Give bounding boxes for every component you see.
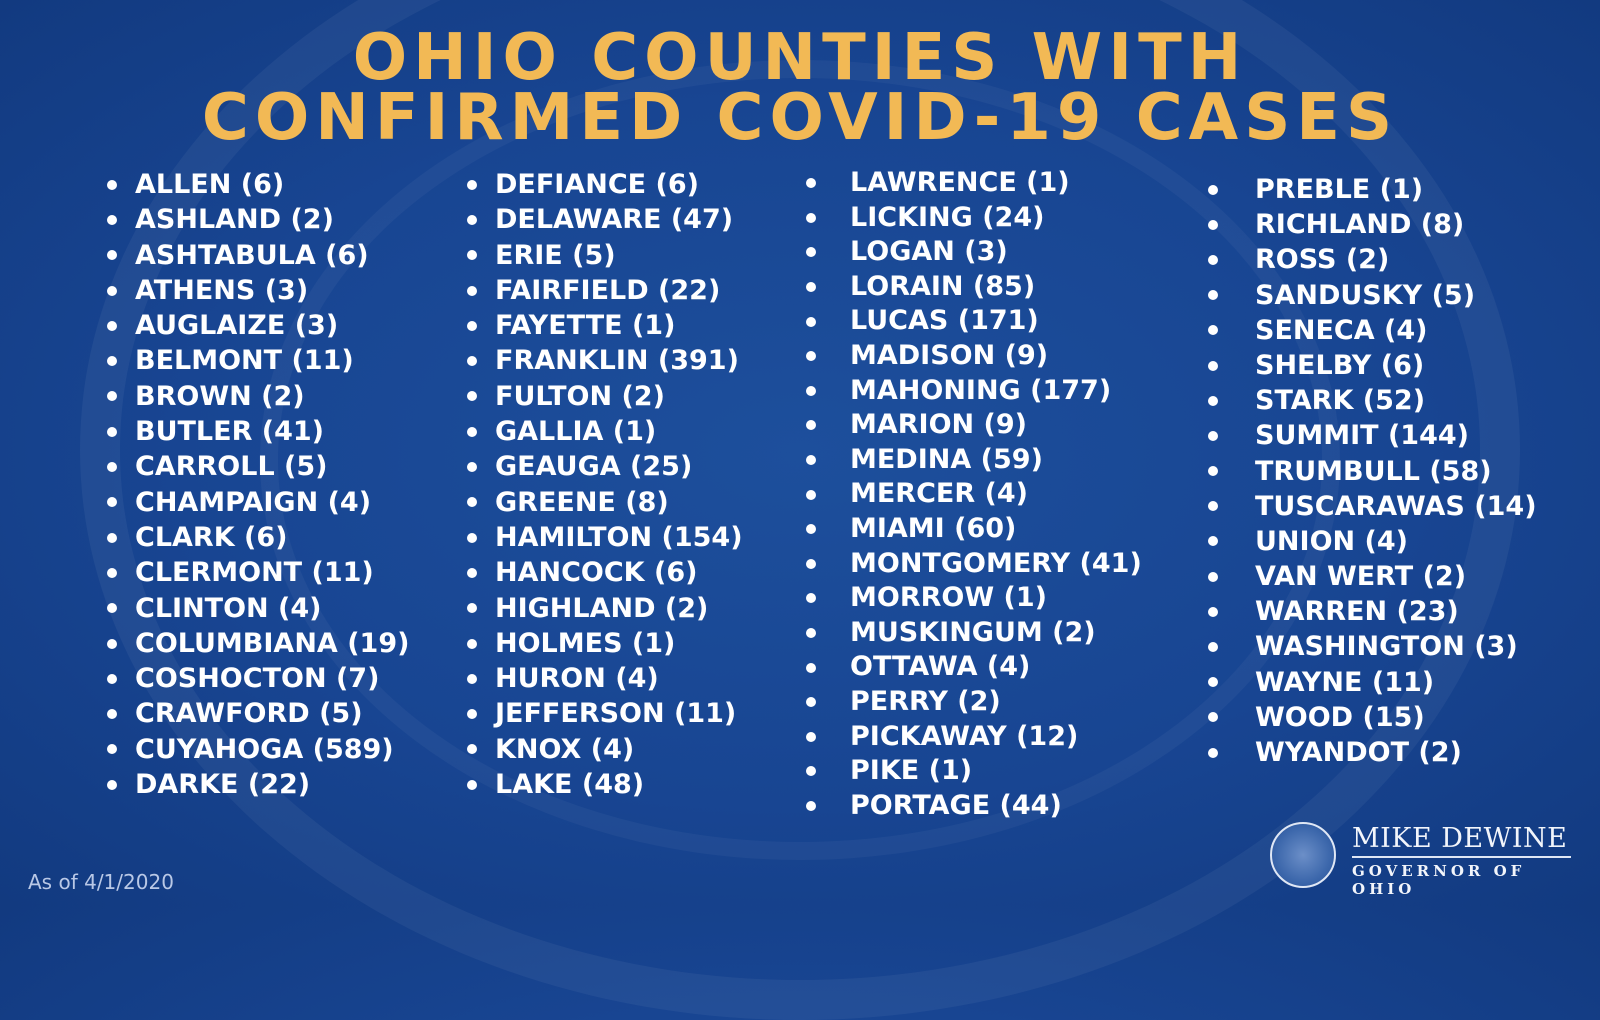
county-list-item: WARREN (23): [1208, 594, 1537, 629]
county-list-item: MIAMI (60): [806, 512, 1142, 547]
county-list-item: AUGLAIZE (3): [107, 308, 409, 343]
county-list-item: BROWN (2): [107, 379, 409, 414]
county-list-item: BELMONT (11): [107, 343, 409, 378]
county-list-item: KNOX (4): [467, 732, 743, 767]
county-list-item: LUCAS (171): [806, 304, 1142, 339]
county-list-item: ASHLAND (2): [107, 202, 409, 237]
county-list-item: SANDUSKY (5): [1208, 278, 1537, 313]
county-list-item: FAIRFIELD (22): [467, 273, 743, 308]
county-list-item: MONTGOMERY (41): [806, 547, 1142, 582]
county-list-item: PORTAGE (44): [806, 789, 1142, 824]
title-line-1: OHIO COUNTIES WITH: [352, 21, 1248, 95]
county-list-item: OTTAWA (4): [806, 650, 1142, 685]
county-list-item: MORROW (1): [806, 581, 1142, 616]
county-list-item: MEDINA (59): [806, 443, 1142, 478]
county-list-column-3: LAWRENCE (1) LICKING (24) LOGAN (3) LORAIN …: [806, 166, 1142, 823]
county-list-item: VAN WERT (2): [1208, 559, 1537, 594]
county-list-item: PIKE (1): [806, 754, 1142, 789]
county-list-item: SENECA (4): [1208, 313, 1537, 348]
county-list-item: HURON (4): [467, 661, 743, 696]
county-list-item: ATHENS (3): [107, 273, 409, 308]
county-list-item: TUSCARAWAS (14): [1208, 489, 1537, 524]
county-list-item: CLINTON (4): [107, 591, 409, 626]
county-list-item: MARION (9): [806, 408, 1142, 443]
county-list-item: HIGHLAND (2): [467, 591, 743, 626]
county-list-item: ALLEN (6): [107, 167, 409, 202]
county-list-item: COLUMBIANA (19): [107, 626, 409, 661]
county-list-item: WOOD (15): [1208, 700, 1537, 735]
logo-subtitle: GOVERNOR OF OHIO: [1352, 862, 1526, 898]
logo-name: MIKE DEWINE: [1352, 822, 1572, 858]
county-list-item: COSHOCTON (7): [107, 661, 409, 696]
county-list-item: PICKAWAY (12): [806, 720, 1142, 755]
county-list-item: DARKE (22): [107, 767, 409, 802]
county-list-item: FULTON (2): [467, 379, 743, 414]
county-list-column-1: ALLEN (6) ASHLAND (2) ASHTABULA (6) ATHENS …: [107, 167, 409, 802]
county-list-item: ROSS (2): [1208, 242, 1537, 277]
county-list-item: LORAIN (85): [806, 270, 1142, 305]
county-list-item: SHELBY (6): [1208, 348, 1537, 383]
county-list-item: SUMMIT (144): [1208, 418, 1537, 453]
county-list-item: CRAWFORD (5): [107, 696, 409, 731]
background-seal-inner-ring: [260, 60, 1340, 860]
title-line-2: CONFIRMED COVID-19 CASES: [201, 81, 1399, 155]
ohio-seal-icon: [1270, 822, 1336, 888]
county-list-item: HAMILTON (154): [467, 520, 743, 555]
county-list-item: WYANDOT (2): [1208, 735, 1537, 770]
county-list-item: CARROLL (5): [107, 449, 409, 484]
county-list-item: LICKING (24): [806, 201, 1142, 236]
county-list-item: JEFFERSON (11): [467, 696, 743, 731]
county-list-item: MUSKINGUM (2): [806, 616, 1142, 651]
county-list-item: HOLMES (1): [467, 626, 743, 661]
county-list-item: TRUMBULL (58): [1208, 454, 1537, 489]
county-list-item: FAYETTE (1): [467, 308, 743, 343]
county-list-item: ASHTABULA (6): [107, 238, 409, 273]
county-list-item: GEAUGA (25): [467, 449, 743, 484]
county-list-item: ERIE (5): [467, 238, 743, 273]
county-list-item: RICHLAND (8): [1208, 207, 1537, 242]
county-list-column-4: PREBLE (1) RICHLAND (8) ROSS (2) SANDUSKY (…: [1208, 172, 1537, 770]
county-list-item: LAWRENCE (1): [806, 166, 1142, 201]
county-list-item: PERRY (2): [806, 685, 1142, 720]
governor-logo: MIKE DEWINE GOVERNOR OF OHIO: [1270, 822, 1590, 898]
county-list-item: GALLIA (1): [467, 414, 743, 449]
county-list-item: CLARK (6): [107, 520, 409, 555]
county-list-item: CUYAHOGA (589): [107, 732, 409, 767]
county-list-item: DEFIANCE (6): [467, 167, 743, 202]
as-of-date: As of 4/1/2020: [28, 870, 174, 894]
county-list-item: CHAMPAIGN (4): [107, 485, 409, 520]
county-list-item: LAKE (48): [467, 767, 743, 802]
county-list-item: LOGAN (3): [806, 235, 1142, 270]
county-list-column-2: DEFIANCE (6) DELAWARE (47) ERIE (5) FAIRFIE…: [467, 167, 743, 802]
county-list-item: WASHINGTON (3): [1208, 629, 1537, 664]
county-list-item: WAYNE (11): [1208, 665, 1537, 700]
county-list-item: STARK (52): [1208, 383, 1537, 418]
county-list-item: HANCOCK (6): [467, 555, 743, 590]
county-list-item: CLERMONT (11): [107, 555, 409, 590]
county-list-item: GREENE (8): [467, 485, 743, 520]
county-list-item: BUTLER (41): [107, 414, 409, 449]
county-list-item: FRANKLIN (391): [467, 343, 743, 378]
county-list-item: PREBLE (1): [1208, 172, 1537, 207]
county-list-item: MADISON (9): [806, 339, 1142, 374]
county-list-item: DELAWARE (47): [467, 202, 743, 237]
county-list-item: MERCER (4): [806, 477, 1142, 512]
county-list-item: MAHONING (177): [806, 374, 1142, 409]
county-list-item: UNION (4): [1208, 524, 1537, 559]
